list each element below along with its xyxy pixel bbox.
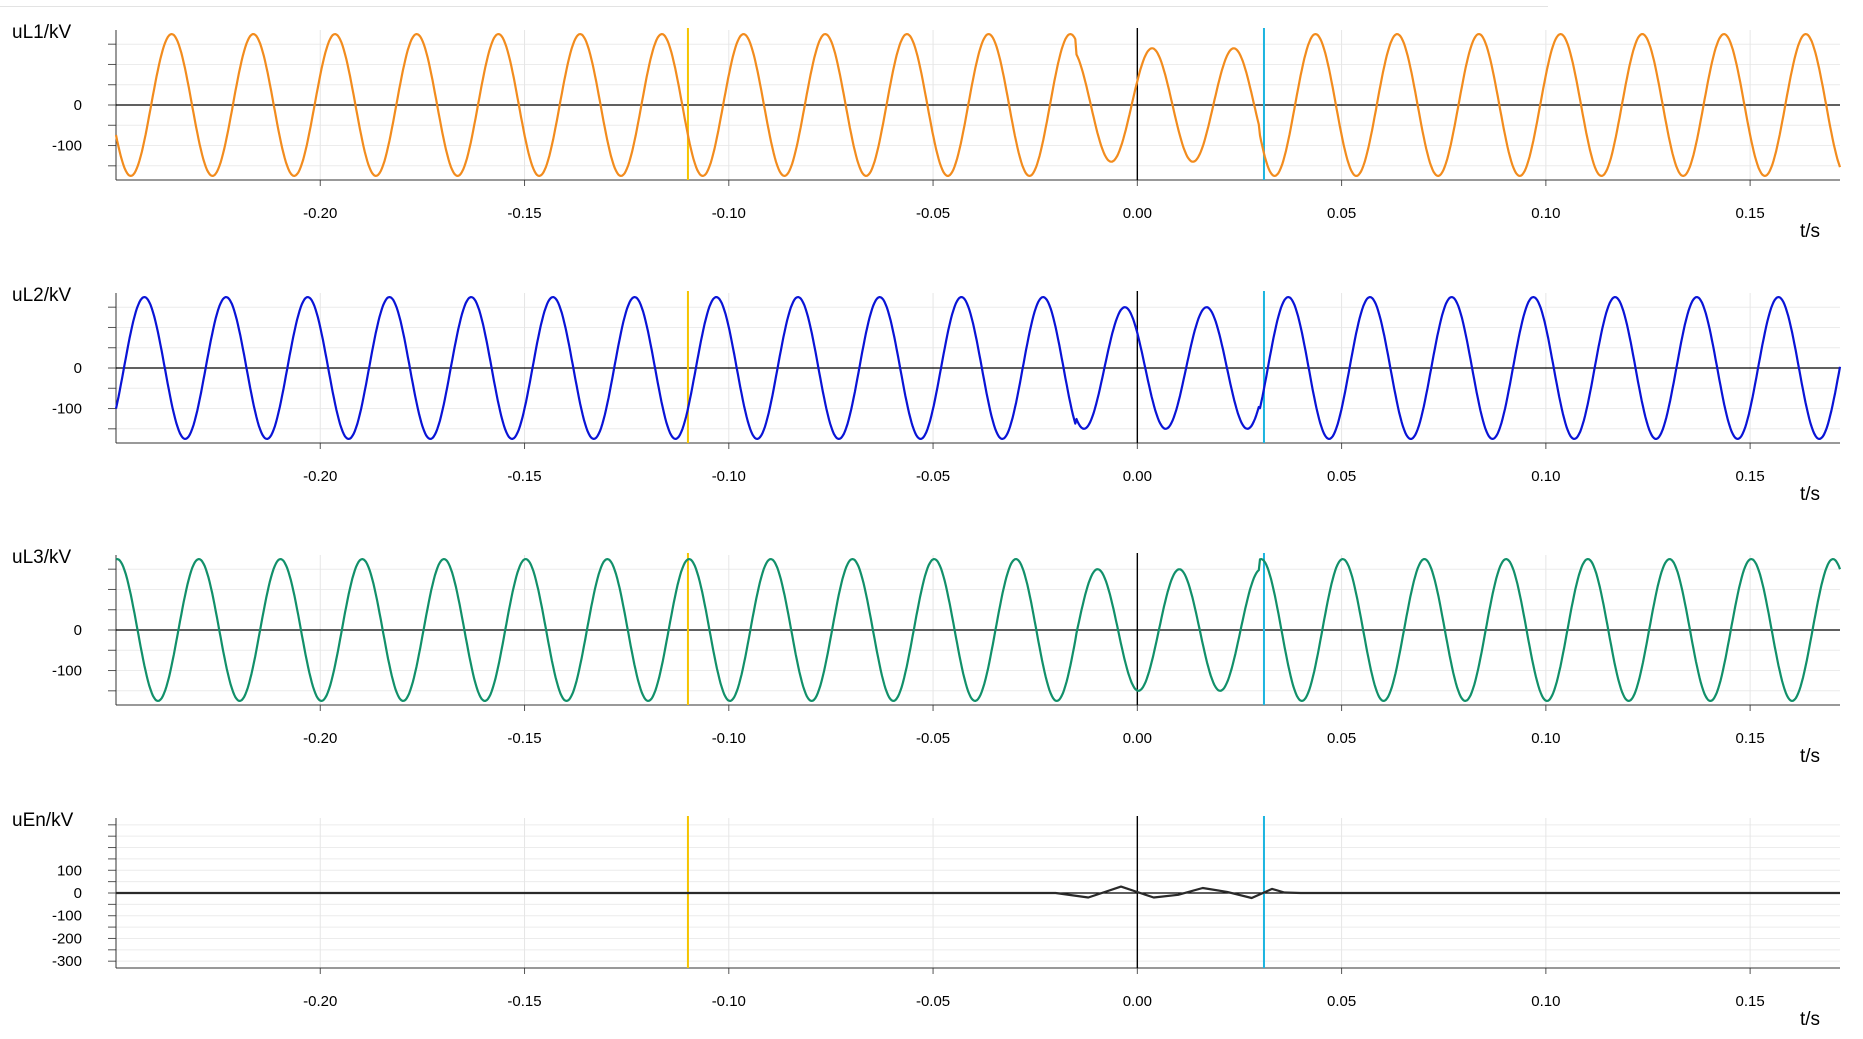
x-tick-label: 0.00 xyxy=(1123,205,1152,222)
x-tick-label: -0.15 xyxy=(507,468,541,485)
y-tick-label: -100 xyxy=(52,138,82,155)
y-axis-label: uL2/kV xyxy=(12,285,71,306)
x-tick-label: 0.05 xyxy=(1327,993,1356,1010)
x-axis-label: t/s xyxy=(1800,746,1820,767)
y-tick-label: 0 xyxy=(74,622,82,639)
x-tick-label: 0.15 xyxy=(1736,730,1765,747)
series-line xyxy=(114,33,1842,177)
chart-panel-3: -0.20 -0.15 -0.10 -0.05 0.00 0.05 0.10 0.15 0 -10… xyxy=(12,547,1842,767)
x-tick-label: -0.05 xyxy=(916,730,950,747)
x-tick-label: -0.20 xyxy=(303,468,337,485)
y-tick-label: 0 xyxy=(74,885,82,902)
x-tick-label: 0.10 xyxy=(1531,205,1560,222)
x-tick-label: 0.10 xyxy=(1531,468,1560,485)
x-tick-label: -0.15 xyxy=(507,205,541,222)
x-tick-label: 0.05 xyxy=(1327,468,1356,485)
chart-panel-4: -0.20 -0.15 -0.10 -0.05 0.00 0.05 0.10 0.15 100 0… xyxy=(12,810,1840,1030)
x-tick-label: 0.10 xyxy=(1531,730,1560,747)
x-tick-label: -0.15 xyxy=(507,730,541,747)
x-tick-label: 0.10 xyxy=(1531,993,1560,1010)
x-tick-label: -0.10 xyxy=(712,205,746,222)
series-line xyxy=(115,558,1842,702)
top-toolbar-strip xyxy=(0,0,1548,7)
x-tick-label: -0.20 xyxy=(303,205,337,222)
y-tick-label: -100 xyxy=(52,663,82,680)
x-tick-label: 0.00 xyxy=(1123,993,1152,1010)
x-tick-label: -0.05 xyxy=(916,468,950,485)
x-tick-label: -0.05 xyxy=(916,993,950,1010)
chart-panel-2: -0.20 -0.15 -0.10 -0.05 0.00 0.05 0.10 0.15 0 -10… xyxy=(12,285,1842,505)
series-line xyxy=(116,885,1840,900)
y-axis-label: uL3/kV xyxy=(12,547,71,568)
chart-panel-1: -0.20 -0.15 -0.10 -0.05 0.00 0.05 0.10 0.15 0 -10… xyxy=(12,22,1842,242)
y-axis-label: uL1/kV xyxy=(12,22,71,43)
x-tick-label: 0.15 xyxy=(1736,993,1765,1010)
x-tick-label: -0.20 xyxy=(303,993,337,1010)
y-tick-label: 0 xyxy=(74,360,82,377)
x-tick-label: 0.00 xyxy=(1123,730,1152,747)
x-tick-label: 0.15 xyxy=(1736,468,1765,485)
x-tick-label: -0.10 xyxy=(712,730,746,747)
y-tick-label: -100 xyxy=(52,908,82,925)
y-tick-label: 0 xyxy=(74,97,82,114)
y-tick-label: -300 xyxy=(52,953,82,970)
y-tick-label: 100 xyxy=(57,862,82,879)
x-tick-label: -0.20 xyxy=(303,730,337,747)
series-line xyxy=(114,296,1842,440)
x-tick-label: -0.10 xyxy=(712,993,746,1010)
y-axis-label: uEn/kV xyxy=(12,810,74,831)
x-tick-label: 0.15 xyxy=(1736,205,1765,222)
y-tick-label: -100 xyxy=(52,401,82,418)
x-axis-label: t/s xyxy=(1800,221,1820,242)
x-axis-label: t/s xyxy=(1800,484,1820,505)
x-tick-label: 0.05 xyxy=(1327,205,1356,222)
x-tick-label: -0.05 xyxy=(916,205,950,222)
x-tick-label: -0.15 xyxy=(507,993,541,1010)
x-axis-label: t/s xyxy=(1800,1009,1820,1030)
x-tick-label: -0.10 xyxy=(712,468,746,485)
x-tick-label: 0.05 xyxy=(1327,730,1356,747)
y-tick-label: -200 xyxy=(52,930,82,947)
x-tick-label: 0.00 xyxy=(1123,468,1152,485)
